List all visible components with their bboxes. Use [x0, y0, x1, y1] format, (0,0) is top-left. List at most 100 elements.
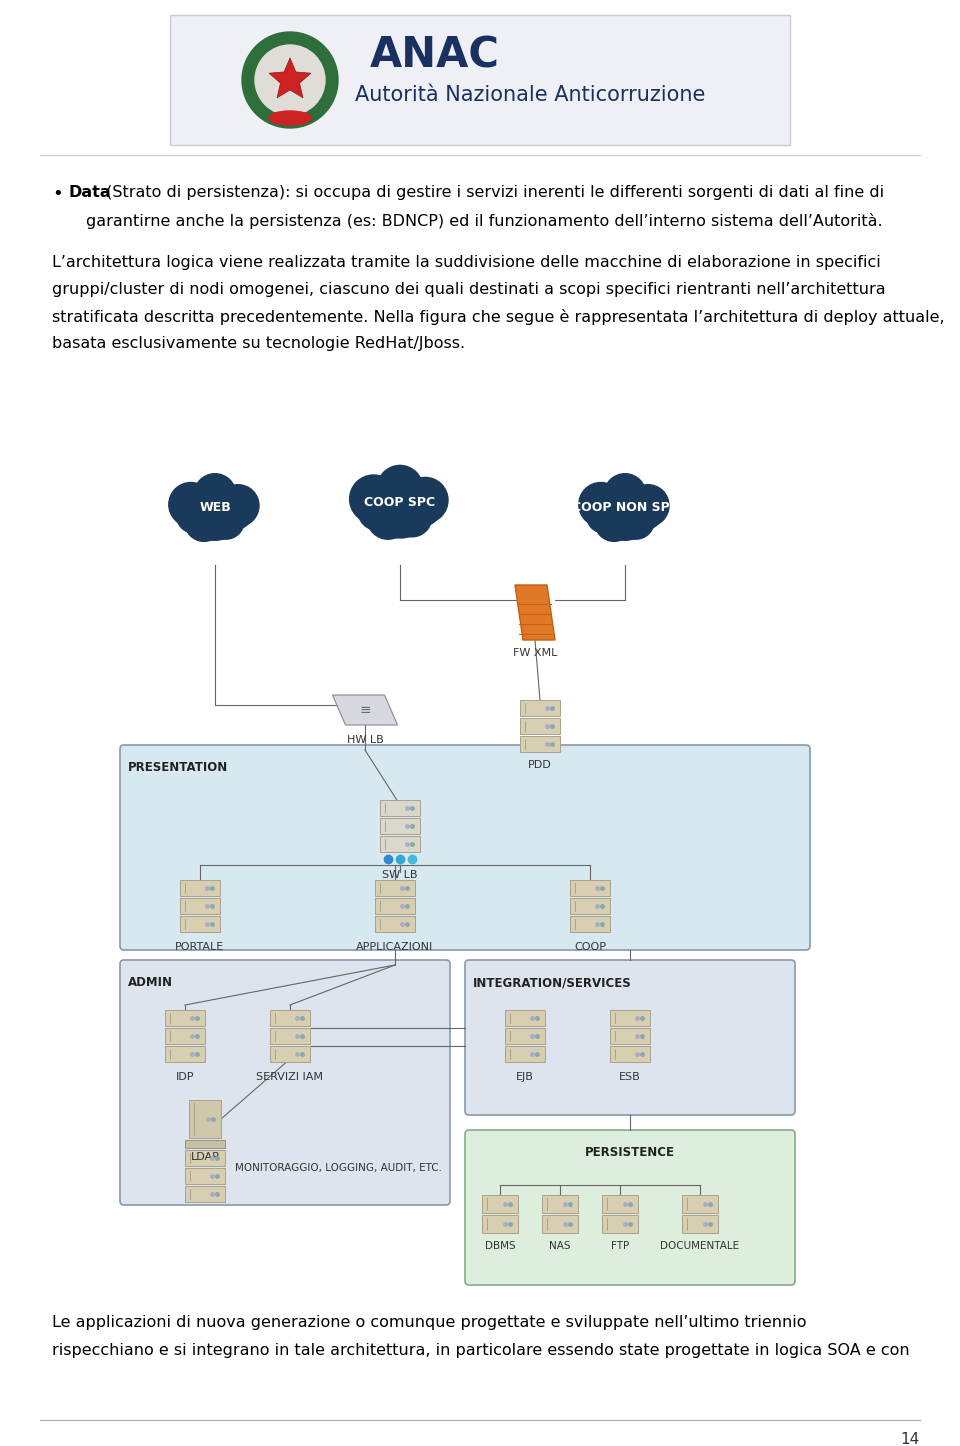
Text: WEB: WEB [199, 500, 230, 513]
Polygon shape [269, 58, 311, 98]
Bar [165, 1028, 205, 1044]
Circle shape [349, 474, 397, 523]
Bar [602, 1215, 638, 1233]
Bar [180, 881, 220, 897]
Bar [170, 14, 790, 145]
Text: basata esclusivamente su tecnologie RedHat/Jboss.: basata esclusivamente su tecnologie RedH… [52, 335, 466, 351]
Text: PDD: PDD [528, 761, 552, 771]
Text: EJB: EJB [516, 1071, 534, 1082]
Bar [520, 736, 560, 752]
Circle shape [208, 503, 244, 539]
Circle shape [627, 484, 669, 526]
Text: PERSISTENCE: PERSISTENCE [585, 1147, 675, 1160]
Circle shape [402, 477, 448, 523]
Bar [482, 1194, 518, 1213]
Text: INTEGRATION/SERVICES: INTEGRATION/SERVICES [473, 976, 632, 989]
Polygon shape [332, 696, 397, 724]
Circle shape [377, 466, 422, 510]
Circle shape [405, 490, 441, 526]
Text: Autorità Nazionale Anticorruzione: Autorità Nazionale Anticorruzione [355, 85, 706, 106]
Text: Le applicazioni di nuova generazione o comunque progettate e sviluppate nell’ult: Le applicazioni di nuova generazione o c… [52, 1314, 806, 1330]
Bar [180, 915, 220, 933]
Bar [189, 1100, 221, 1138]
Text: ESB: ESB [619, 1071, 641, 1082]
Text: NAS: NAS [549, 1241, 571, 1251]
Bar [505, 1045, 545, 1061]
FancyBboxPatch shape [120, 960, 450, 1205]
Bar [610, 1009, 650, 1027]
Circle shape [367, 497, 409, 539]
Bar [570, 881, 610, 897]
FancyBboxPatch shape [465, 960, 795, 1115]
Text: COOP: COOP [574, 941, 606, 951]
Bar [482, 1215, 518, 1233]
Bar [520, 700, 560, 716]
Bar [505, 1009, 545, 1027]
Text: SW LB: SW LB [382, 870, 418, 881]
Bar [380, 836, 420, 852]
Text: ADMIN: ADMIN [128, 976, 173, 989]
Circle shape [367, 471, 433, 538]
Text: FW XML: FW XML [513, 648, 557, 658]
Circle shape [242, 32, 338, 129]
Text: COOP SPC: COOP SPC [365, 496, 436, 509]
Text: ANAC: ANAC [370, 35, 500, 77]
Bar [520, 719, 560, 735]
Text: rispecchiano e si integrano in tale architettura, in particolare essendo state p: rispecchiano e si integrano in tale arch… [52, 1343, 910, 1358]
Circle shape [220, 496, 252, 529]
Bar [185, 1150, 225, 1165]
Text: DBMS: DBMS [485, 1241, 516, 1251]
Text: PRESENTATION: PRESENTATION [128, 761, 228, 774]
Polygon shape [515, 586, 555, 641]
Circle shape [579, 483, 623, 526]
Text: •: • [52, 185, 62, 202]
Circle shape [177, 497, 212, 534]
Circle shape [618, 503, 654, 539]
Text: stratificata descritta precedentemente. Nella figura che segue è rappresentata l: stratificata descritta precedentemente. … [52, 309, 945, 325]
Bar [682, 1215, 718, 1233]
Bar [270, 1009, 310, 1027]
Bar [610, 1028, 650, 1044]
FancyBboxPatch shape [465, 1129, 795, 1285]
Text: IDP: IDP [176, 1071, 194, 1082]
Bar [542, 1194, 578, 1213]
Circle shape [358, 492, 396, 531]
Bar [185, 1139, 225, 1148]
Text: L’architettura logica viene realizzata tramite la suddivisione delle macchine di: L’architettura logica viene realizzata t… [52, 254, 880, 270]
Bar [375, 898, 415, 914]
Text: MONITORAGGIO, LOGGING, AUDIT, ETC.: MONITORAGGIO, LOGGING, AUDIT, ETC. [235, 1163, 442, 1173]
Circle shape [217, 484, 259, 526]
Text: 14: 14 [900, 1432, 920, 1446]
Circle shape [184, 503, 224, 541]
Ellipse shape [269, 111, 311, 124]
Bar [602, 1194, 638, 1213]
Bar [185, 1168, 225, 1184]
Text: SERVIZI IAM: SERVIZI IAM [256, 1071, 324, 1082]
Circle shape [587, 497, 622, 534]
Text: APPLICAZIONI: APPLICAZIONI [356, 941, 434, 951]
Circle shape [169, 483, 213, 526]
Circle shape [255, 45, 325, 116]
Bar [165, 1009, 205, 1027]
Bar [270, 1045, 310, 1061]
Bar [570, 915, 610, 933]
Bar [165, 1045, 205, 1061]
Text: DOCUMENTALE: DOCUMENTALE [660, 1241, 739, 1251]
Bar [380, 818, 420, 834]
Circle shape [393, 497, 432, 536]
Bar [380, 800, 420, 816]
Bar [570, 898, 610, 914]
Text: ≡: ≡ [359, 703, 371, 717]
Circle shape [595, 503, 634, 541]
FancyBboxPatch shape [120, 745, 810, 950]
Bar [610, 1045, 650, 1061]
Text: HW LB: HW LB [347, 735, 383, 745]
Bar [542, 1215, 578, 1233]
Circle shape [595, 480, 656, 541]
Bar [180, 898, 220, 914]
Text: (Strato di persistenza): si occupa di gestire i servizi inerenti le differenti s: (Strato di persistenza): si occupa di ge… [101, 185, 884, 200]
Bar [505, 1028, 545, 1044]
Text: garantirne anche la persistenza (es: BDNCP) ed il funzionamento dell’interno sis: garantirne anche la persistenza (es: BDN… [86, 213, 882, 228]
Bar [185, 1186, 225, 1202]
Text: FTP: FTP [611, 1241, 629, 1251]
